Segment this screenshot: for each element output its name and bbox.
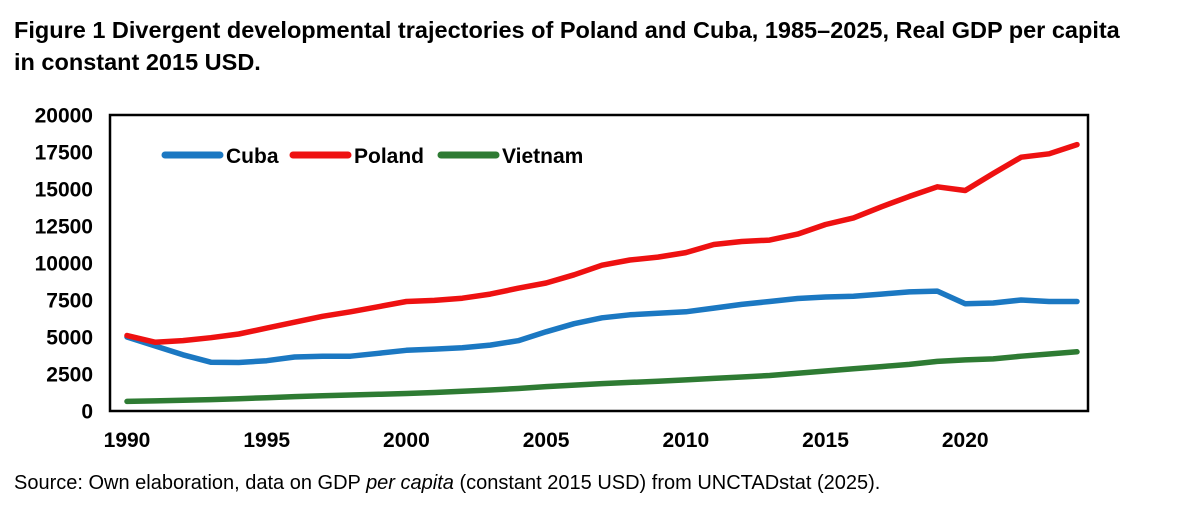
y-tick-label-0: 0 xyxy=(81,401,93,424)
y-tick-label-2500: 2500 xyxy=(46,364,93,387)
legend-label-poland: Poland xyxy=(354,145,424,168)
figure-title-line-2: in constant 2015 USD. xyxy=(14,49,261,75)
y-tick-label-5000: 5000 xyxy=(46,327,93,350)
x-tick-label-1990: 1990 xyxy=(104,429,151,452)
figure-title-line-1: Figure 1 Divergent developmental traject… xyxy=(14,17,1120,43)
x-tick-label-2010: 2010 xyxy=(662,429,709,452)
series-line-vietnam xyxy=(124,349,1080,405)
series-line-cuba xyxy=(124,288,1080,366)
source-text-suffix: (constant 2015 USD) from UNCTADstat (202… xyxy=(453,472,881,494)
x-tick-label-2020: 2020 xyxy=(942,429,989,452)
y-tick-label-7500: 7500 xyxy=(46,290,93,313)
y-tick-label-20000: 20000 xyxy=(35,105,93,128)
y-tick-label-17500: 17500 xyxy=(35,142,93,165)
y-tick-label-12500: 12500 xyxy=(35,216,93,239)
y-tick-label-15000: 15000 xyxy=(35,179,93,202)
figure-title: Figure 1 Divergent developmental traject… xyxy=(14,14,1199,78)
x-tick-label-2005: 2005 xyxy=(523,429,570,452)
source-text-prefix: Source: Own elaboration, data on GDP xyxy=(14,472,367,494)
legend-label-cuba: Cuba xyxy=(226,145,279,168)
y-tick-label-10000: 10000 xyxy=(35,253,93,276)
series-line-poland xyxy=(124,141,1080,345)
source-text-italic: per capita xyxy=(366,472,454,494)
x-tick-label-2000: 2000 xyxy=(383,429,430,452)
legend-label-vietnam: Vietnam xyxy=(502,145,583,168)
source-note: Source: Own elaboration, data on GDP per… xyxy=(14,472,880,495)
x-tick-label-1995: 1995 xyxy=(243,429,290,452)
x-tick-label-2015: 2015 xyxy=(802,429,849,452)
